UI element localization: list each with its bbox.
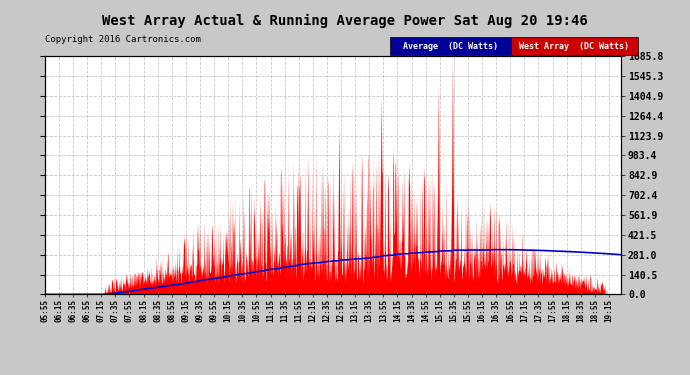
Text: Copyright 2016 Cartronics.com: Copyright 2016 Cartronics.com (45, 35, 201, 44)
Text: Average  (DC Watts): Average (DC Watts) (403, 42, 497, 51)
Text: West Array Actual & Running Average Power Sat Aug 20 19:46: West Array Actual & Running Average Powe… (102, 13, 588, 28)
Text: West Array  (DC Watts): West Array (DC Watts) (520, 42, 629, 51)
